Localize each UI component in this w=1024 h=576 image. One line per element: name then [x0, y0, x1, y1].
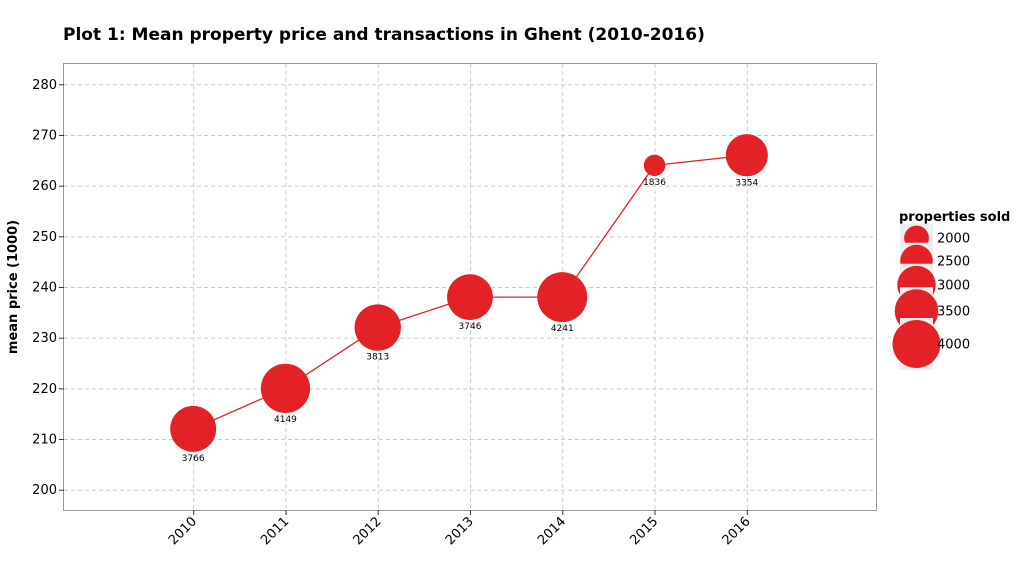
- data-label: 1836: [643, 178, 666, 188]
- data-point: [170, 405, 217, 452]
- y-tick-label: 210: [32, 433, 57, 448]
- data-point: [354, 304, 401, 351]
- y-tick-label: 250: [32, 230, 57, 245]
- chart-title: Plot 1: Mean property price and transact…: [63, 25, 705, 45]
- y-tick-label: 220: [32, 382, 57, 397]
- legend-label: 2500: [937, 255, 970, 270]
- data-label: 3354: [735, 178, 758, 188]
- x-tick-label: 2010: [166, 514, 200, 548]
- y-axis-label: mean price (1000): [6, 220, 21, 354]
- legend-label: 3500: [937, 305, 970, 320]
- y-tick-label: 200: [32, 483, 57, 498]
- legend-title: properties sold: [899, 210, 1010, 225]
- data-point: [643, 154, 666, 177]
- y-tick-label: 280: [32, 78, 57, 93]
- data-point: [537, 272, 588, 323]
- data-point: [260, 363, 311, 413]
- data-label: 3746: [459, 322, 482, 332]
- x-tick-label: 2014: [535, 514, 569, 548]
- data-label: 4149: [274, 415, 297, 425]
- y-tick-label: 270: [32, 128, 57, 143]
- x-tick-label: 2011: [258, 514, 292, 548]
- data-label: 3813: [366, 353, 389, 363]
- y-tick-label: 260: [32, 179, 57, 194]
- x-tick-label: 2013: [443, 514, 477, 548]
- legend-label: 3000: [937, 279, 970, 294]
- x-tick-label: 2015: [627, 514, 661, 548]
- data-label: 3766: [182, 454, 205, 464]
- x-tick-label: 2012: [351, 514, 385, 548]
- x-tick-label: 2016: [720, 514, 754, 548]
- data-label: 4241: [551, 324, 574, 334]
- legend: properties sold 2000 2500 3000 3500 4000: [892, 210, 1010, 370]
- y-tick-label: 230: [32, 331, 57, 346]
- y-tick-label: 240: [32, 281, 57, 296]
- data-point: [447, 274, 493, 321]
- legend-label: 4000: [937, 338, 970, 353]
- legend-key: [892, 320, 941, 368]
- series: 3766 4149 3813 3746 4241 1836 3354: [170, 134, 768, 464]
- legend-label: 2000: [937, 232, 970, 247]
- data-point: [725, 134, 768, 177]
